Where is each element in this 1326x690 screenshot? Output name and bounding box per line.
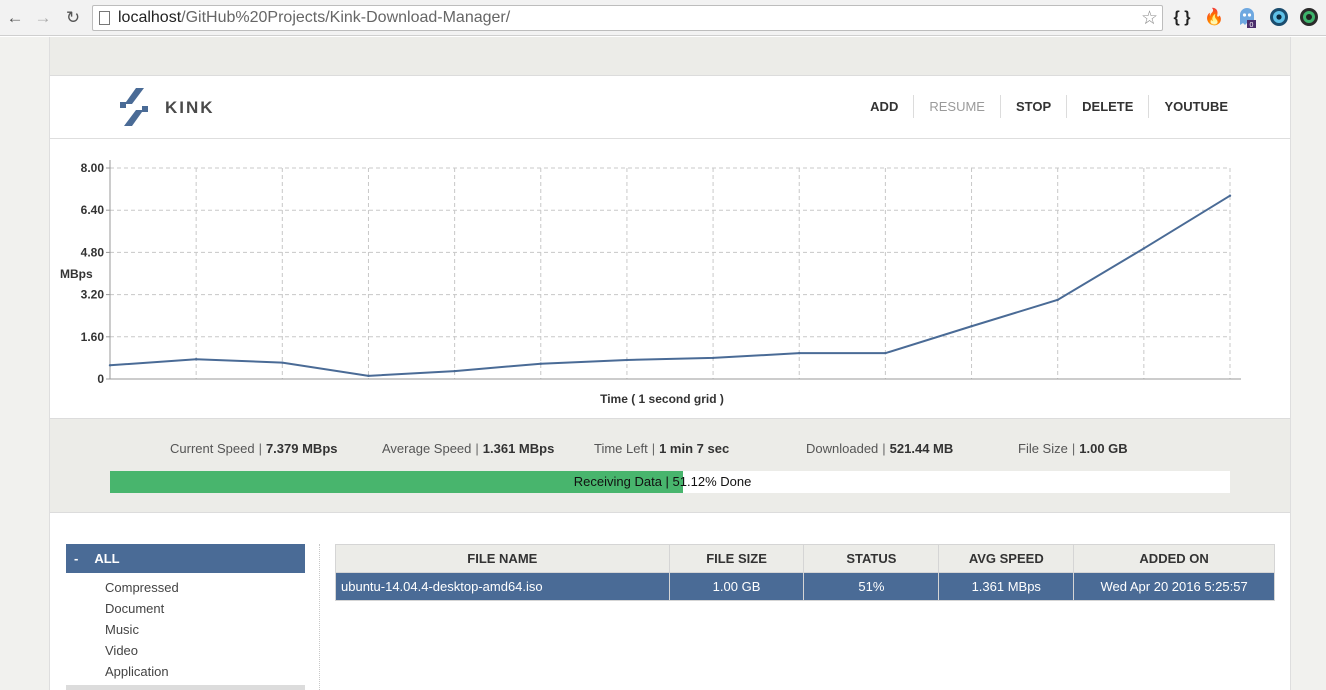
progress-fill <box>110 471 683 493</box>
time-left-value: 1 min 7 sec <box>659 441 730 456</box>
y-axis-label: MBps <box>60 267 93 281</box>
average-speed-stat: Average Speed | 1.361 MBps <box>382 441 555 456</box>
column-status[interactable]: STATUS <box>803 544 940 573</box>
y-tick-label: 8.00 <box>81 161 105 175</box>
forward-arrow-icon[interactable]: → <box>34 8 52 27</box>
data-point <box>194 358 198 361</box>
y-tick-label: 0 <box>97 372 104 386</box>
ghost-icon[interactable]: 0 <box>1235 7 1259 29</box>
downloaded-stat: Downloaded | 521.44 MB <box>806 441 954 456</box>
collapse-icon: - <box>74 551 79 566</box>
data-point <box>970 325 973 328</box>
data-point <box>1228 194 1232 197</box>
top-band <box>50 37 1290 76</box>
cell-status: 51% <box>803 572 940 601</box>
data-point <box>625 358 629 362</box>
column-avg-speed[interactable]: AVG SPEED <box>938 544 1075 573</box>
back-arrow-icon[interactable]: ← <box>6 8 24 27</box>
column-file-size[interactable]: FILE SIZE <box>668 544 805 573</box>
category-sidebar: - ALL Compressed Document Music Video App… <box>66 544 305 690</box>
data-point <box>1142 247 1146 250</box>
app-container: KINK ADD RESUME STOP DELETE YOUTUBE 8.00… <box>49 37 1291 690</box>
data-point <box>1056 298 1059 302</box>
file-size-stat: File Size | 1.00 GB <box>1018 441 1128 456</box>
time-left-stat: Time Left | 1 min 7 sec <box>594 441 730 456</box>
page-icon <box>99 11 110 25</box>
browser-toolbar: ← → ↻ localhost/GitHub%20Projects/Kink-D… <box>0 0 1326 36</box>
y-tick-label: 6.40 <box>81 203 105 217</box>
app-header: KINK ADD RESUME STOP DELETE YOUTUBE <box>50 77 1290 139</box>
ghost-badge: 0 <box>1250 22 1254 29</box>
kink-logo-icon <box>120 88 148 126</box>
column-file-name[interactable]: FILE NAME <box>335 544 670 573</box>
stop-button[interactable]: STOP <box>999 95 1066 118</box>
bookmark-star-icon[interactable]: ☆ <box>1140 8 1158 29</box>
sidebar-footer <box>66 685 305 690</box>
category-music[interactable]: Music <box>105 622 139 637</box>
progress-label: Receiving Data | 51.12% Done <box>573 474 752 489</box>
download-progress-bar: Receiving Data | 51.12% Done <box>110 471 1230 493</box>
speed-series-line <box>109 194 1231 377</box>
category-all[interactable]: - ALL <box>66 544 305 573</box>
current-speed-value: 7.379 MBps <box>265 441 338 456</box>
eye-icon[interactable] <box>1268 7 1290 29</box>
data-point <box>711 356 715 360</box>
y-tick-label: 4.80 <box>81 245 105 259</box>
data-point <box>453 369 456 373</box>
url-text: localhost/GitHub%20Projects/Kink-Downloa… <box>118 9 511 26</box>
fire-icon[interactable]: 🔥 <box>1204 9 1224 26</box>
stats-panel: Current Speed | 7.379 MBps Average Speed | 1… <box>50 418 1290 513</box>
braces-icon[interactable]: { } <box>1173 9 1191 26</box>
data-point <box>884 351 887 355</box>
downloads-table: FILE NAME FILE SIZE STATUS AVG SPEED ADD… <box>335 544 1275 601</box>
current-speed-stat: Current Speed | 7.379 MBps <box>170 441 338 456</box>
category-application[interactable]: Application <box>105 664 169 679</box>
column-added-on[interactable]: ADDED ON <box>1073 544 1275 573</box>
main-menu: ADD RESUME STOP DELETE YOUTUBE <box>855 95 1243 118</box>
downloaded-value: 521.44 MB <box>889 441 954 456</box>
reload-icon[interactable]: ↻ <box>65 8 81 27</box>
logo-text: KINK <box>165 98 215 117</box>
file-size-value: 1.00 GB <box>1079 441 1128 456</box>
chrome-icon[interactable] <box>1298 7 1320 29</box>
data-point <box>108 364 112 367</box>
y-tick-label: 1.60 <box>81 330 105 344</box>
x-axis-label: Time ( 1 second grid ) <box>600 392 724 406</box>
resume-button[interactable]: RESUME <box>913 95 1000 118</box>
cell-file-size: 1.00 GB <box>668 572 805 601</box>
average-speed-value: 1.361 MBps <box>482 441 555 456</box>
cell-avg-speed: 1.361 MBps <box>938 572 1075 601</box>
category-video[interactable]: Video <box>105 643 139 658</box>
cell-file-name: ubuntu-14.04.4-desktop-amd64.iso <box>335 572 670 601</box>
vertical-divider <box>319 544 320 690</box>
address-bar[interactable]: localhost/GitHub%20Projects/Kink-Downloa… <box>92 5 1163 31</box>
category-document[interactable]: Document <box>105 601 165 616</box>
data-point <box>281 361 284 364</box>
data-point <box>539 362 542 365</box>
add-button[interactable]: ADD <box>870 99 899 114</box>
youtube-button[interactable]: YOUTUBE <box>1148 95 1243 118</box>
cell-added-on: Wed Apr 20 2016 5:25:57 <box>1073 572 1275 601</box>
data-point <box>367 374 370 378</box>
data-point <box>798 351 801 355</box>
category-compressed[interactable]: Compressed <box>105 580 179 595</box>
speed-chart: 8.00 6.40 4.80 3.20 1.60 0 MBps Time ( 1 seco… <box>60 160 1241 406</box>
table-row[interactable]: ubuntu-14.04.4-desktop-amd64.iso 1.00 GB… <box>335 572 1275 601</box>
delete-button[interactable]: DELETE <box>1066 95 1148 118</box>
y-tick-label: 3.20 <box>81 288 105 302</box>
